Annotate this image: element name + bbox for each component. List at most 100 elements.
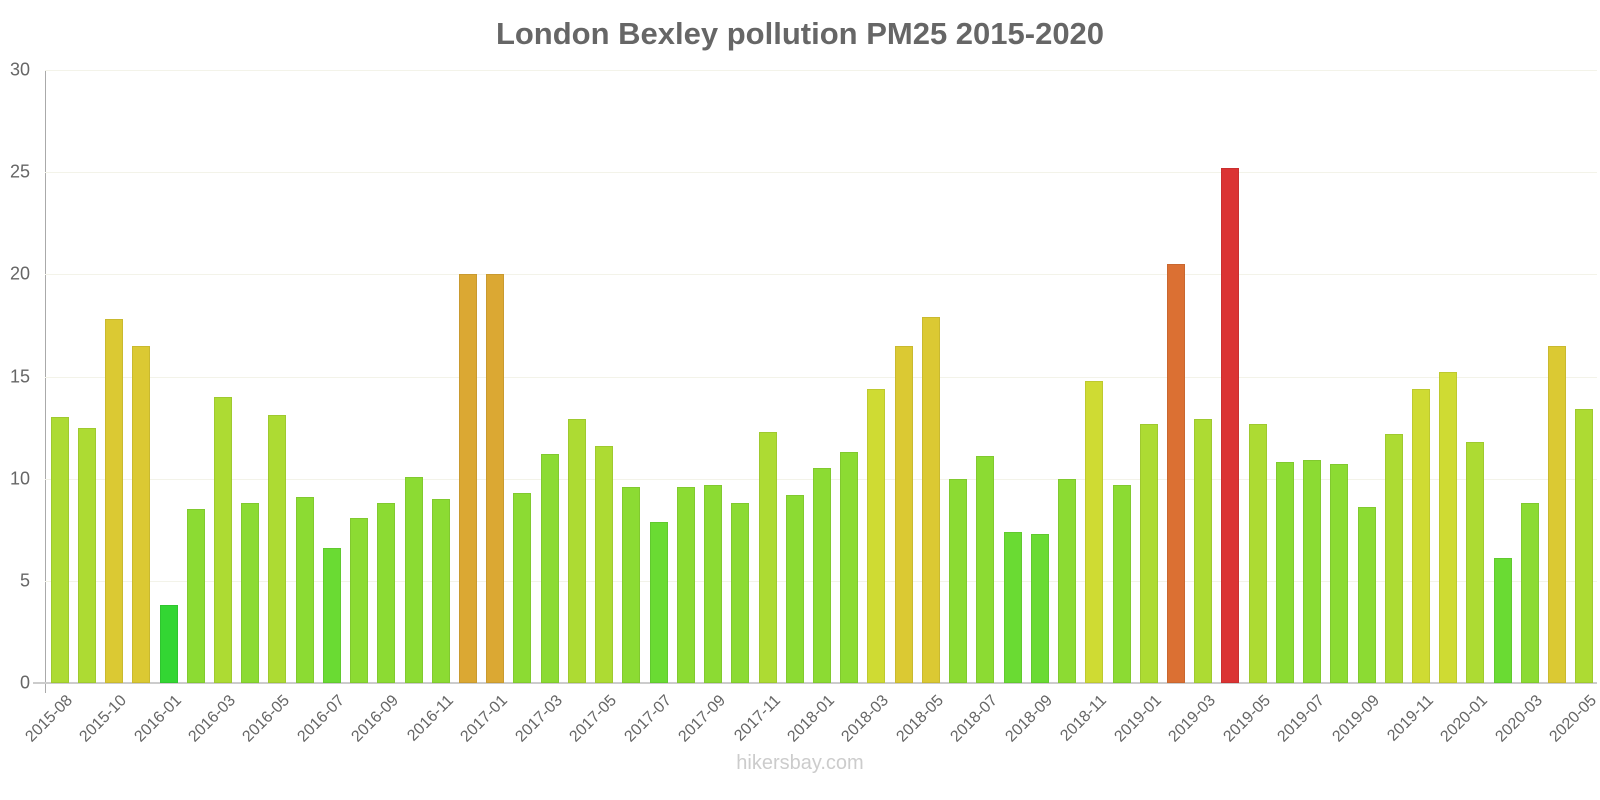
x-tick-label: 2020-05: [1546, 692, 1600, 746]
bar[interactable]: [159, 605, 178, 683]
plot-area: 0 5 10 15 20 25 30 2015-08 2015-10 2016-01 2016-03…: [10, 60, 1600, 746]
y-tick-label: 30: [9, 59, 30, 80]
x-axis-line: [33, 682, 1597, 684]
bar[interactable]: [513, 492, 532, 683]
bar[interactable]: [322, 548, 341, 683]
bar[interactable]: [867, 388, 886, 683]
bar[interactable]: [1384, 433, 1403, 683]
bar[interactable]: [105, 319, 124, 683]
bar[interactable]: [1221, 168, 1240, 683]
bar[interactable]: [1412, 388, 1431, 683]
bar[interactable]: [1003, 531, 1022, 683]
x-tick-label: 2015-10: [76, 692, 131, 746]
bar[interactable]: [1520, 503, 1539, 683]
chart-title: London Bexley pollution PM25 2015-2020: [495, 16, 1105, 51]
x-tick-label: 2019-05: [1220, 692, 1274, 746]
bar[interactable]: [377, 503, 396, 683]
bar[interactable]: [567, 419, 586, 683]
y-axis-tick-extension: [45, 683, 46, 693]
x-tick-label: 2019-01: [1111, 692, 1165, 746]
bar[interactable]: [1548, 345, 1567, 683]
bar[interactable]: [813, 468, 831, 683]
x-tick-label: 2016-09: [348, 692, 403, 746]
bar[interactable]: [213, 396, 232, 683]
x-tick-label: 2018-01: [784, 692, 839, 746]
bar[interactable]: [949, 478, 968, 683]
y-tick-label: 25: [9, 161, 30, 182]
bar[interactable]: [295, 497, 314, 683]
bar[interactable]: [731, 503, 750, 683]
x-tick-label: 2018-03: [838, 692, 893, 746]
bar[interactable]: [268, 415, 287, 683]
gridline: [45, 70, 1597, 71]
bar[interactable]: [676, 486, 695, 683]
bar[interactable]: [50, 417, 69, 683]
bar[interactable]: [894, 345, 913, 683]
x-tick-label: 2020-03: [1492, 692, 1546, 746]
x-tick-label: 2019-07: [1274, 692, 1329, 746]
bar[interactable]: [1303, 460, 1322, 683]
bar[interactable]: [1330, 464, 1349, 683]
x-tick-label: 2016-07: [294, 692, 348, 746]
bar[interactable]: [1085, 380, 1104, 683]
y-tick-label: 0: [19, 672, 30, 693]
x-tick-label: 2018-11: [1057, 692, 1111, 745]
bar[interactable]: [431, 499, 450, 683]
bar[interactable]: [1194, 419, 1213, 683]
x-tick-label: 2016-11: [404, 692, 457, 745]
bar[interactable]: [1275, 462, 1294, 683]
bar[interactable]: [1575, 409, 1594, 683]
x-tick-label: 2017-05: [566, 692, 621, 746]
watermark: hikersbay.com: [736, 752, 864, 774]
bar[interactable]: [186, 509, 205, 683]
bar[interactable]: [1357, 507, 1376, 683]
bar[interactable]: [1466, 441, 1485, 683]
x-tick-label: 2019-03: [1165, 692, 1220, 746]
bar[interactable]: [404, 476, 423, 683]
x-tick-label: 2017-07: [621, 692, 675, 746]
x-tick-label: 2017-11: [730, 692, 784, 745]
x-tick-label: 2018-05: [893, 692, 947, 746]
bar[interactable]: [1139, 423, 1158, 683]
bar[interactable]: [132, 345, 151, 683]
bar[interactable]: [649, 521, 668, 683]
y-tick-label: 20: [9, 263, 30, 284]
bar[interactable]: [921, 317, 940, 683]
bar[interactable]: [758, 431, 777, 683]
bar[interactable]: [350, 517, 369, 683]
bar[interactable]: [976, 456, 995, 683]
x-tick-label: 2017-03: [512, 692, 566, 746]
bar[interactable]: [1248, 423, 1267, 683]
bar[interactable]: [1493, 558, 1512, 683]
bar[interactable]: [1166, 264, 1185, 683]
gridline: [45, 376, 1597, 378]
bar[interactable]: [1439, 372, 1458, 683]
bar[interactable]: [622, 486, 641, 683]
bar[interactable]: [241, 503, 260, 683]
bar[interactable]: [77, 427, 96, 683]
bar[interactable]: [1030, 533, 1049, 683]
y-tick-label: 15: [9, 366, 30, 386]
bar[interactable]: [785, 495, 804, 683]
x-tick-label: 2016-01: [130, 692, 185, 746]
y-tick-label: 10: [9, 468, 30, 489]
bar[interactable]: [595, 445, 614, 683]
x-tick-label: 2016-03: [185, 692, 239, 746]
x-tick-label: 2018-09: [1002, 692, 1056, 746]
gridline: [45, 172, 1597, 174]
gridline: [45, 274, 1597, 276]
x-tick-label: 2015-08: [22, 692, 76, 746]
bar[interactable]: [840, 452, 859, 683]
bar[interactable]: [704, 484, 723, 683]
bar[interactable]: [1112, 484, 1131, 683]
bar[interactable]: [540, 454, 559, 683]
bar[interactable]: [486, 274, 505, 683]
x-tick-label: 2018-07: [947, 692, 1002, 746]
x-tick-label: 2017-01: [457, 692, 512, 746]
bar[interactable]: [459, 274, 478, 683]
y-tick-label: 5: [19, 570, 30, 591]
x-tick-label: 2016-05: [239, 692, 294, 746]
bar[interactable]: [1058, 478, 1077, 683]
x-tick-label: 2020-01: [1437, 692, 1492, 746]
x-tick-label: 2019-11: [1384, 692, 1438, 745]
